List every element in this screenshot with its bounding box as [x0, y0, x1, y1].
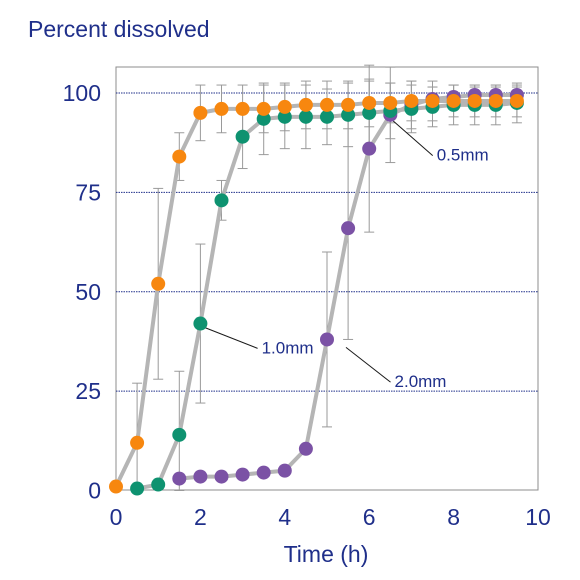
data-point-2.0mm: [214, 469, 229, 484]
data-point-0.5mm: [130, 435, 145, 450]
annotation-leader-1.0mm: [204, 327, 258, 349]
data-point-0.5mm: [488, 93, 503, 108]
data-point-2.0mm: [362, 141, 377, 156]
annotation-leader-2.0mm: [345, 347, 391, 383]
y-tick-label-25: 25: [75, 378, 101, 404]
x-tick-label-6: 6: [363, 504, 376, 530]
x-tick-label-0: 0: [110, 504, 123, 530]
data-point-0.5mm: [298, 97, 313, 112]
data-point-2.0mm: [298, 441, 313, 456]
data-point-2.0mm: [341, 221, 356, 236]
data-point-0.5mm: [362, 95, 377, 110]
x-tick-label-4: 4: [278, 504, 291, 530]
data-point-0.5mm: [341, 97, 356, 112]
y-tick-label-50: 50: [75, 279, 101, 305]
data-point-1.0mm: [172, 427, 187, 442]
data-point-2.0mm: [256, 465, 271, 480]
data-point-0.5mm: [235, 101, 250, 116]
data-point-0.5mm: [383, 95, 398, 110]
data-point-1.0mm: [130, 481, 145, 496]
data-point-0.5mm: [467, 93, 482, 108]
data-point-2.0mm: [193, 469, 208, 484]
data-point-0.5mm: [256, 101, 271, 116]
data-point-1.0mm: [298, 109, 313, 124]
data-point-0.5mm: [151, 276, 166, 291]
y-tick-label-0: 0: [88, 478, 101, 504]
data-point-1.0mm: [235, 129, 250, 144]
data-point-1.0mm: [320, 109, 334, 124]
data-point-2.0mm: [172, 471, 187, 486]
data-point-0.5mm: [172, 149, 187, 164]
data-point-2.0mm: [235, 467, 250, 482]
data-point-1.0mm: [151, 477, 166, 492]
annotation-label-1.0mm: 1.0mm: [262, 338, 314, 357]
data-point-2.0mm: [320, 332, 334, 347]
plot-frame: [115, 66, 539, 491]
x-tick-label-10: 10: [525, 504, 551, 530]
data-point-1.0mm: [256, 111, 271, 126]
data-point-0.5mm: [509, 93, 524, 108]
data-point-1.0mm: [193, 316, 208, 331]
data-point-0.5mm: [425, 93, 440, 108]
data-point-1.0mm: [277, 109, 292, 124]
data-point-0.5mm: [193, 105, 208, 120]
x-tick-label-8: 8: [447, 504, 460, 530]
data-point-0.5mm: [446, 93, 461, 108]
y-tick-label-75: 75: [75, 179, 101, 205]
data-point-0.5mm: [320, 97, 334, 112]
y-tick-label-100: 100: [63, 80, 101, 106]
data-point-1.0mm: [362, 105, 377, 120]
x-axis-title: Time (h): [283, 541, 369, 567]
data-point-1.0mm: [214, 193, 229, 208]
data-point-2.0mm: [277, 463, 292, 478]
data-point-0.5mm: [214, 101, 229, 116]
annotation-label-0.5mm: 0.5mm: [437, 146, 489, 165]
data-point-0.5mm: [277, 99, 292, 114]
data-point-1.0mm: [341, 107, 356, 122]
y-axis-title: Percent dissolved: [28, 16, 210, 42]
annotation-label-2.0mm: 2.0mm: [395, 372, 447, 391]
x-tick-label-2: 2: [194, 504, 207, 530]
data-point-0.5mm: [109, 479, 123, 494]
data-point-0.5mm: [404, 93, 419, 108]
